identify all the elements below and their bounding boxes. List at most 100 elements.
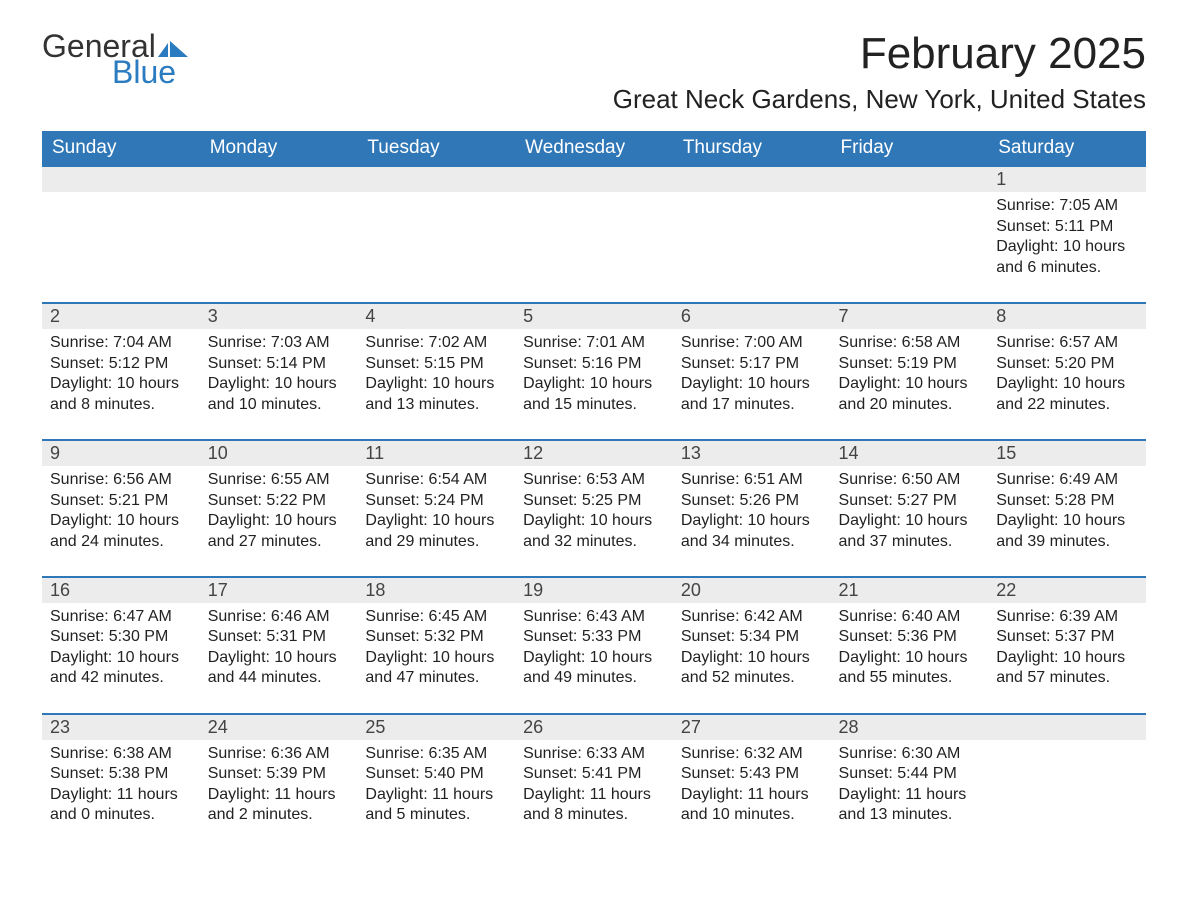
- day-number-cell: 21: [831, 577, 989, 603]
- sunrise-text: Sunrise: 6:42 AM: [681, 607, 823, 627]
- title-block: February 2025 Great Neck Gardens, New Yo…: [613, 30, 1146, 127]
- header: General Blue February 2025 Great Neck Ga…: [42, 30, 1146, 127]
- sunrise-text: Sunrise: 6:43 AM: [523, 607, 665, 627]
- day-number-cell: 20: [673, 577, 831, 603]
- weekday-header: SundayMondayTuesdayWednesdayThursdayFrid…: [42, 131, 1146, 166]
- sunset-text: Sunset: 5:37 PM: [996, 627, 1138, 647]
- day-number-cell: [673, 166, 831, 192]
- day-content-cell: [673, 192, 831, 303]
- sunrise-text: Sunrise: 6:33 AM: [523, 744, 665, 764]
- day-number-cell: [831, 166, 989, 192]
- logo-flag-icon: [158, 32, 188, 64]
- day-number-cell: 1: [988, 166, 1146, 192]
- day-number-cell: 12: [515, 440, 673, 466]
- weekday-header-cell: Sunday: [42, 131, 200, 166]
- day-number-cell: 26: [515, 714, 673, 740]
- weekday-header-cell: Monday: [200, 131, 358, 166]
- sunrise-text: Sunrise: 6:58 AM: [839, 333, 981, 353]
- sunset-text: Sunset: 5:24 PM: [365, 491, 507, 511]
- sunrise-text: Sunrise: 6:39 AM: [996, 607, 1138, 627]
- sunrise-text: Sunrise: 6:57 AM: [996, 333, 1138, 353]
- day-content-cell: [200, 192, 358, 303]
- sunrise-text: Sunrise: 6:46 AM: [208, 607, 350, 627]
- daylight-text: Daylight: 11 hours and 8 minutes.: [523, 785, 665, 826]
- sunset-text: Sunset: 5:26 PM: [681, 491, 823, 511]
- weekday-header-cell: Wednesday: [515, 131, 673, 166]
- day-content-cell: Sunrise: 6:36 AMSunset: 5:39 PMDaylight:…: [200, 740, 358, 850]
- day-number-cell: 15: [988, 440, 1146, 466]
- weekday-header-cell: Saturday: [988, 131, 1146, 166]
- day-content-cell: [357, 192, 515, 303]
- sunset-text: Sunset: 5:30 PM: [50, 627, 192, 647]
- sunrise-text: Sunrise: 6:35 AM: [365, 744, 507, 764]
- weekday-header-cell: Tuesday: [357, 131, 515, 166]
- day-number-cell: 24: [200, 714, 358, 740]
- sunrise-text: Sunrise: 6:53 AM: [523, 470, 665, 490]
- sunset-text: Sunset: 5:20 PM: [996, 354, 1138, 374]
- daylight-text: Daylight: 10 hours and 29 minutes.: [365, 511, 507, 552]
- sunrise-text: Sunrise: 7:03 AM: [208, 333, 350, 353]
- sunset-text: Sunset: 5:12 PM: [50, 354, 192, 374]
- daylight-text: Daylight: 11 hours and 0 minutes.: [50, 785, 192, 826]
- day-number-cell: 16: [42, 577, 200, 603]
- day-content-cell: Sunrise: 6:39 AMSunset: 5:37 PMDaylight:…: [988, 603, 1146, 714]
- sunset-text: Sunset: 5:31 PM: [208, 627, 350, 647]
- day-number-cell: 4: [357, 303, 515, 329]
- logo: General Blue: [42, 30, 188, 88]
- sunset-text: Sunset: 5:27 PM: [839, 491, 981, 511]
- sunset-text: Sunset: 5:39 PM: [208, 764, 350, 784]
- daylight-text: Daylight: 10 hours and 24 minutes.: [50, 511, 192, 552]
- sunrise-text: Sunrise: 6:47 AM: [50, 607, 192, 627]
- daylight-text: Daylight: 10 hours and 39 minutes.: [996, 511, 1138, 552]
- daylight-text: Daylight: 11 hours and 13 minutes.: [839, 785, 981, 826]
- daylight-text: Daylight: 10 hours and 10 minutes.: [208, 374, 350, 415]
- daylight-text: Daylight: 11 hours and 10 minutes.: [681, 785, 823, 826]
- day-number-cell: 5: [515, 303, 673, 329]
- day-content-cell: Sunrise: 6:56 AMSunset: 5:21 PMDaylight:…: [42, 466, 200, 577]
- day-number-cell: 9: [42, 440, 200, 466]
- sunrise-text: Sunrise: 6:49 AM: [996, 470, 1138, 490]
- daylight-text: Daylight: 10 hours and 47 minutes.: [365, 648, 507, 689]
- day-content-cell: Sunrise: 6:50 AMSunset: 5:27 PMDaylight:…: [831, 466, 989, 577]
- sunrise-text: Sunrise: 6:30 AM: [839, 744, 981, 764]
- sunrise-text: Sunrise: 6:45 AM: [365, 607, 507, 627]
- month-title: February 2025: [613, 30, 1146, 78]
- day-content-cell: Sunrise: 6:46 AMSunset: 5:31 PMDaylight:…: [200, 603, 358, 714]
- day-number-cell: 11: [357, 440, 515, 466]
- day-content-cell: Sunrise: 6:42 AMSunset: 5:34 PMDaylight:…: [673, 603, 831, 714]
- day-content-cell: Sunrise: 6:53 AMSunset: 5:25 PMDaylight:…: [515, 466, 673, 577]
- day-number-cell: 22: [988, 577, 1146, 603]
- day-content-cell: Sunrise: 6:38 AMSunset: 5:38 PMDaylight:…: [42, 740, 200, 850]
- sunrise-text: Sunrise: 6:54 AM: [365, 470, 507, 490]
- day-content-cell: Sunrise: 6:35 AMSunset: 5:40 PMDaylight:…: [357, 740, 515, 850]
- day-content-cell: Sunrise: 7:01 AMSunset: 5:16 PMDaylight:…: [515, 329, 673, 440]
- day-content-cell: Sunrise: 7:02 AMSunset: 5:15 PMDaylight:…: [357, 329, 515, 440]
- day-number-cell: 23: [42, 714, 200, 740]
- daylight-text: Daylight: 10 hours and 32 minutes.: [523, 511, 665, 552]
- day-content-cell: Sunrise: 6:43 AMSunset: 5:33 PMDaylight:…: [515, 603, 673, 714]
- sunrise-text: Sunrise: 6:32 AM: [681, 744, 823, 764]
- daylight-text: Daylight: 10 hours and 52 minutes.: [681, 648, 823, 689]
- day-number-cell: 27: [673, 714, 831, 740]
- sunset-text: Sunset: 5:33 PM: [523, 627, 665, 647]
- day-number-cell: 17: [200, 577, 358, 603]
- sunset-text: Sunset: 5:40 PM: [365, 764, 507, 784]
- sunset-text: Sunset: 5:44 PM: [839, 764, 981, 784]
- daylight-text: Daylight: 10 hours and 27 minutes.: [208, 511, 350, 552]
- sunset-text: Sunset: 5:32 PM: [365, 627, 507, 647]
- daylight-text: Daylight: 10 hours and 8 minutes.: [50, 374, 192, 415]
- sunset-text: Sunset: 5:16 PM: [523, 354, 665, 374]
- daylight-text: Daylight: 10 hours and 44 minutes.: [208, 648, 350, 689]
- day-content-cell: Sunrise: 6:32 AMSunset: 5:43 PMDaylight:…: [673, 740, 831, 850]
- day-number-cell: 6: [673, 303, 831, 329]
- sunrise-text: Sunrise: 6:38 AM: [50, 744, 192, 764]
- sunset-text: Sunset: 5:25 PM: [523, 491, 665, 511]
- daylight-text: Daylight: 10 hours and 37 minutes.: [839, 511, 981, 552]
- day-number-cell: 28: [831, 714, 989, 740]
- sunrise-text: Sunrise: 7:04 AM: [50, 333, 192, 353]
- day-number-cell: 2: [42, 303, 200, 329]
- calendar-table: SundayMondayTuesdayWednesdayThursdayFrid…: [42, 131, 1146, 849]
- sunrise-text: Sunrise: 6:50 AM: [839, 470, 981, 490]
- day-content-cell: Sunrise: 6:30 AMSunset: 5:44 PMDaylight:…: [831, 740, 989, 850]
- day-content-cell: Sunrise: 7:05 AMSunset: 5:11 PMDaylight:…: [988, 192, 1146, 303]
